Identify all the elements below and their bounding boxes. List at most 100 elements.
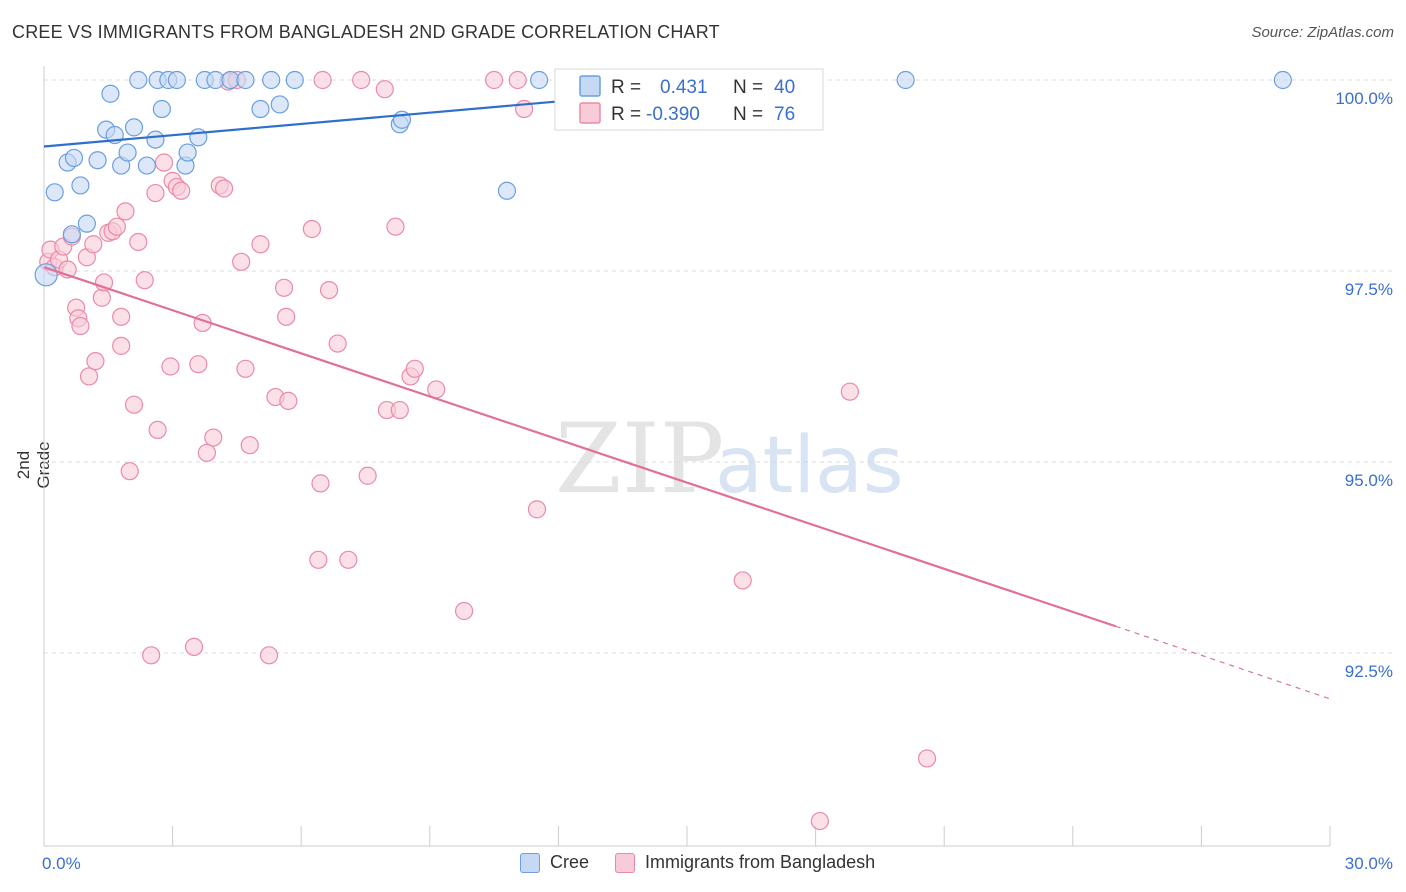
trend-lines: [43, 78, 1331, 700]
point-bangladesh-44: [236, 359, 255, 378]
point-bangladesh-18: [107, 217, 126, 236]
watermark-zip: ZIP: [555, 403, 724, 515]
legend-item-cree: Cree: [520, 852, 589, 873]
y-tick-label-0: 100.0%: [1335, 89, 1393, 108]
source-label: Source: ZipAtlas.com: [1251, 24, 1394, 41]
point-bangladesh-75: [840, 382, 859, 401]
point-cree-37: [896, 70, 915, 90]
stats-swatch-cree: [579, 75, 601, 97]
point-cree-15: [146, 130, 165, 149]
point-cree-5: [77, 214, 96, 233]
stats-legend: R = 0.431 N = 40 R = -0.390 N = 76: [554, 68, 824, 131]
point-cree-12: [124, 118, 144, 137]
point-bangladesh-9: [71, 316, 90, 336]
point-bangladesh-57: [328, 334, 347, 353]
tick-labels: 100.0% 97.5% 95.0% 92.5% 0.0% 30.0%: [42, 89, 1393, 873]
point-bangladesh-33: [172, 181, 191, 200]
point-bangladesh-26: [142, 646, 161, 665]
point-bangladesh-64: [390, 400, 409, 420]
bottom-legend: Cree Immigrants from Bangladesh: [520, 852, 901, 873]
legend-label-cree: Cree: [550, 852, 590, 872]
series-bangladesh: [39, 70, 937, 831]
point-bangladesh-72: [527, 500, 547, 519]
point-cree-4: [71, 176, 90, 195]
point-bangladesh-45: [240, 436, 259, 455]
point-cree-38: [1273, 70, 1292, 90]
point-cree-19: [167, 70, 186, 90]
stats-r-value-bangladesh: -0.390: [646, 104, 700, 125]
point-bangladesh-13: [86, 352, 105, 371]
point-bangladesh-14: [92, 288, 111, 307]
point-bangladesh-53: [309, 550, 328, 569]
point-bangladesh-38: [204, 428, 223, 447]
point-bangladesh-63: [386, 217, 405, 236]
point-bangladesh-29: [154, 153, 174, 172]
stats-n-label-bangladesh: N =: [733, 104, 763, 125]
point-bangladesh-70: [508, 70, 527, 90]
point-bangladesh-27: [146, 183, 165, 203]
chart-title: CREE VS IMMIGRANTS FROM BANGLADESH 2ND G…: [12, 22, 720, 42]
point-bangladesh-74: [810, 811, 829, 831]
point-bangladesh-59: [352, 70, 371, 90]
stats-r-label-bangladesh: R =: [611, 104, 641, 125]
point-cree-13: [129, 70, 148, 90]
point-bangladesh-54: [311, 474, 330, 493]
point-bangladesh-28: [148, 420, 167, 440]
y-tick-label-1: 97.5%: [1345, 280, 1393, 299]
point-cree-21: [178, 143, 197, 162]
trend-line-bangladesh-extension: [1115, 625, 1331, 700]
legend-label-bangladesh: Immigrants from Bangladesh: [645, 852, 876, 872]
x-tick-label-1: 30.0%: [1345, 854, 1393, 873]
point-bangladesh-52: [302, 219, 322, 239]
stats-n-value-bangladesh: 76: [774, 104, 795, 125]
point-bangladesh-11: [79, 367, 99, 386]
point-cree-28: [262, 70, 281, 90]
point-cree-3: [64, 148, 84, 168]
x-tick-label-0: 0.0%: [42, 854, 81, 873]
point-bangladesh-61: [375, 80, 394, 99]
point-cree-11: [118, 143, 137, 162]
point-bangladesh-20: [112, 336, 131, 355]
axes: [43, 66, 1331, 847]
point-bangladesh-60: [358, 466, 377, 485]
point-cree-30: [285, 70, 304, 90]
point-cree-6: [88, 151, 107, 170]
point-cree-0: [45, 183, 64, 202]
point-bangladesh-69: [485, 70, 504, 90]
point-cree-17: [152, 99, 171, 119]
point-cree-27: [251, 99, 270, 119]
series-cree: [34, 70, 1292, 287]
watermark: ZIP atlas: [555, 403, 904, 515]
point-bangladesh-43: [232, 252, 251, 271]
point-cree-8: [101, 84, 120, 103]
point-cree-14: [137, 156, 156, 175]
stats-r-value-cree: 0.431: [660, 77, 708, 98]
point-bangladesh-12: [84, 235, 103, 254]
stats-swatch-bangladesh: [579, 102, 601, 124]
point-bangladesh-67: [427, 380, 446, 399]
legend-swatch-bangladesh: [615, 852, 636, 873]
watermark-atlas: atlas: [715, 421, 904, 511]
point-bangladesh-68: [454, 601, 474, 621]
point-bangladesh-58: [339, 550, 358, 569]
y-tick-label-3: 92.5%: [1345, 662, 1393, 681]
y-tick-label-2: 95.0%: [1345, 471, 1393, 490]
point-bangladesh-23: [124, 395, 144, 414]
point-bangladesh-47: [259, 646, 279, 665]
point-bangladesh-56: [319, 281, 339, 300]
point-bangladesh-37: [197, 443, 216, 462]
point-bangladesh-50: [277, 307, 296, 326]
point-cree-33: [497, 181, 517, 200]
point-bangladesh-35: [189, 355, 208, 374]
point-bangladesh-46: [251, 235, 270, 254]
point-bangladesh-76: [917, 749, 937, 768]
point-bangladesh-66: [405, 359, 424, 378]
point-bangladesh-30: [161, 357, 180, 376]
stats-n-value-cree: 40: [774, 77, 795, 98]
point-bangladesh-40: [214, 179, 234, 198]
legend-item-bangladesh: Immigrants from Bangladesh: [615, 852, 875, 873]
point-bangladesh-22: [120, 462, 139, 481]
point-bangladesh-19: [112, 307, 131, 326]
point-bangladesh-34: [184, 637, 204, 656]
